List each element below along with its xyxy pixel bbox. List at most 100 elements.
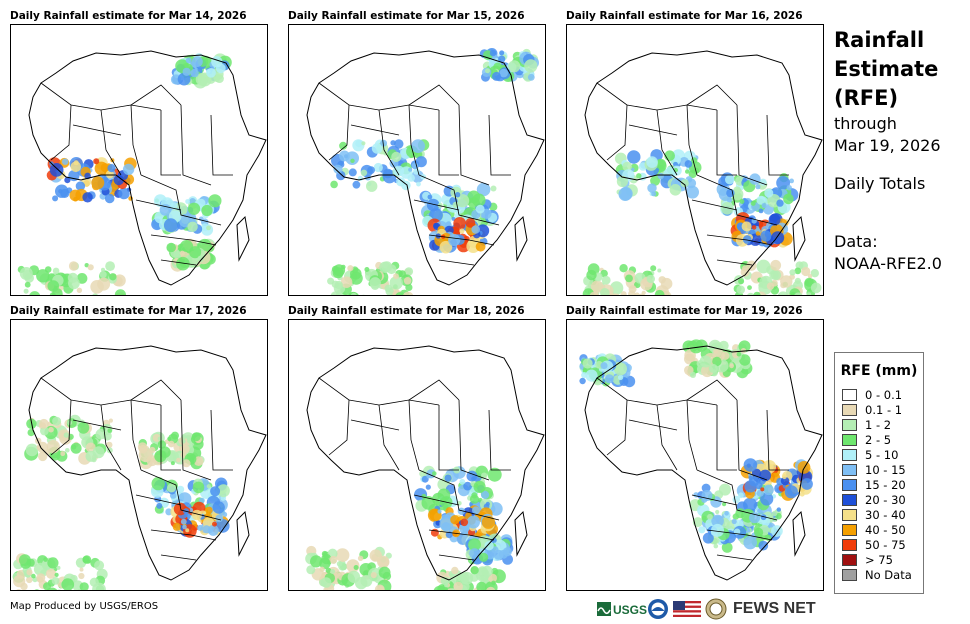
rainfall-cell [157, 436, 163, 442]
country-border [691, 494, 738, 506]
country-border [135, 199, 182, 211]
rainfall-cell [634, 292, 640, 295]
rainfall-cell [94, 161, 109, 176]
rainfall-cell [498, 55, 506, 63]
madagascar-outline [514, 510, 528, 557]
rainfall-cell [646, 156, 658, 168]
rainfall-cell [45, 568, 57, 579]
rainfall-cell [689, 339, 704, 354]
rainfall-cell [52, 267, 60, 275]
madagascar-outline [236, 510, 250, 557]
rainfall-cell [720, 202, 734, 215]
rainfall-cell [760, 514, 767, 521]
rainfall-cell [384, 284, 393, 293]
rainfall-cell [187, 221, 198, 232]
africa-coastline [28, 345, 267, 581]
rainfall-cell [467, 515, 480, 529]
rainfall-cell [122, 163, 135, 176]
rainfall-cell [448, 233, 461, 247]
country-border [686, 104, 698, 176]
rainfall-cell [376, 585, 385, 590]
country-border [413, 199, 460, 211]
legend-swatch [842, 568, 857, 581]
rainfall-cell [456, 194, 470, 208]
rainfall-cell [91, 176, 105, 190]
rainfall-cell [340, 276, 353, 288]
rainfall-cell [36, 573, 46, 583]
rainfall-cell [45, 449, 51, 455]
rainfall-cell [776, 507, 781, 512]
country-border [160, 405, 181, 471]
rainfall-cell [34, 589, 40, 590]
rainfall-cell [176, 256, 190, 271]
rainfall-cell [641, 290, 646, 295]
rainfall-cell [185, 528, 190, 533]
rainfall-cell [743, 458, 758, 472]
rainfall-cell [335, 548, 350, 562]
rainfall-cell [62, 158, 69, 165]
rainfall-cell [666, 166, 675, 175]
country-border [438, 259, 475, 266]
country-border [160, 259, 197, 266]
rainfall-cell [380, 139, 388, 147]
country-border [40, 82, 162, 111]
rainfall-cell [463, 481, 472, 491]
title-line: Rainfall [834, 28, 925, 52]
rainfall-cell [783, 193, 794, 205]
panel-title: Daily Rainfall estimate for Mar 16, 2026 [566, 10, 803, 22]
rainfall-cell [738, 492, 744, 499]
rainfall-cell [460, 571, 474, 585]
legend-item: 50 - 75 [842, 537, 923, 552]
rainfall-cell [331, 265, 339, 273]
rainfall-cell [760, 230, 772, 242]
rainfall-cell [437, 509, 442, 514]
country-border [488, 114, 511, 176]
rainfall-cell [650, 175, 661, 186]
rainfall-cell [741, 221, 752, 232]
rainfall-cell [733, 186, 742, 195]
rainfall-cell [636, 173, 642, 179]
rainfall-cell [408, 167, 413, 172]
rainfall-cell [481, 515, 495, 529]
rainfall-cell [499, 68, 508, 78]
rainfall-cell [476, 581, 487, 590]
rainfall-cell [756, 195, 766, 205]
rainfall-cell [67, 272, 78, 283]
country-border [438, 554, 475, 561]
rainfall-panel-4: Daily Rainfall estimate for Mar 17, 2026 [10, 305, 268, 591]
rainfall-cell [619, 264, 628, 273]
rainfall-cell [622, 161, 632, 172]
country-border [438, 405, 459, 471]
rainfall-cell [192, 481, 205, 494]
rainfall-cell [57, 589, 62, 590]
rainfall-cell [429, 208, 443, 223]
rainfall-panel-6: Daily Rainfall estimate for Mar 19, 2026 [566, 305, 824, 591]
rainfall-cell [740, 267, 750, 277]
country-border [318, 377, 440, 406]
country-border [350, 124, 400, 136]
noaa-logo [648, 599, 668, 619]
rainfall-cell [154, 450, 167, 463]
rainfall-cell [764, 188, 774, 198]
rainfall-cell [725, 175, 735, 185]
rainfall-cell [685, 169, 690, 174]
rainfall-cell [655, 158, 667, 170]
legend-swatch [842, 553, 857, 566]
rainfall-cell [657, 268, 662, 273]
rainfall-cell [444, 474, 452, 482]
rainfall-cell [804, 277, 814, 287]
rainfall-cell [475, 241, 486, 252]
rainfall-cell [206, 484, 211, 489]
rainfall-cell [437, 202, 443, 208]
rainfall-cell [669, 184, 682, 196]
rainfall-cell [68, 261, 79, 271]
country-border [180, 399, 212, 481]
africa-coastline [28, 50, 267, 286]
rainfall-cell [736, 351, 742, 357]
rainfall-cell [182, 459, 191, 468]
country-border [596, 82, 718, 111]
rainfall-cell [189, 246, 202, 259]
rainfall-cell [801, 478, 813, 490]
legend-label: 1 - 2 [865, 417, 892, 432]
rainfall-cell [23, 288, 29, 294]
